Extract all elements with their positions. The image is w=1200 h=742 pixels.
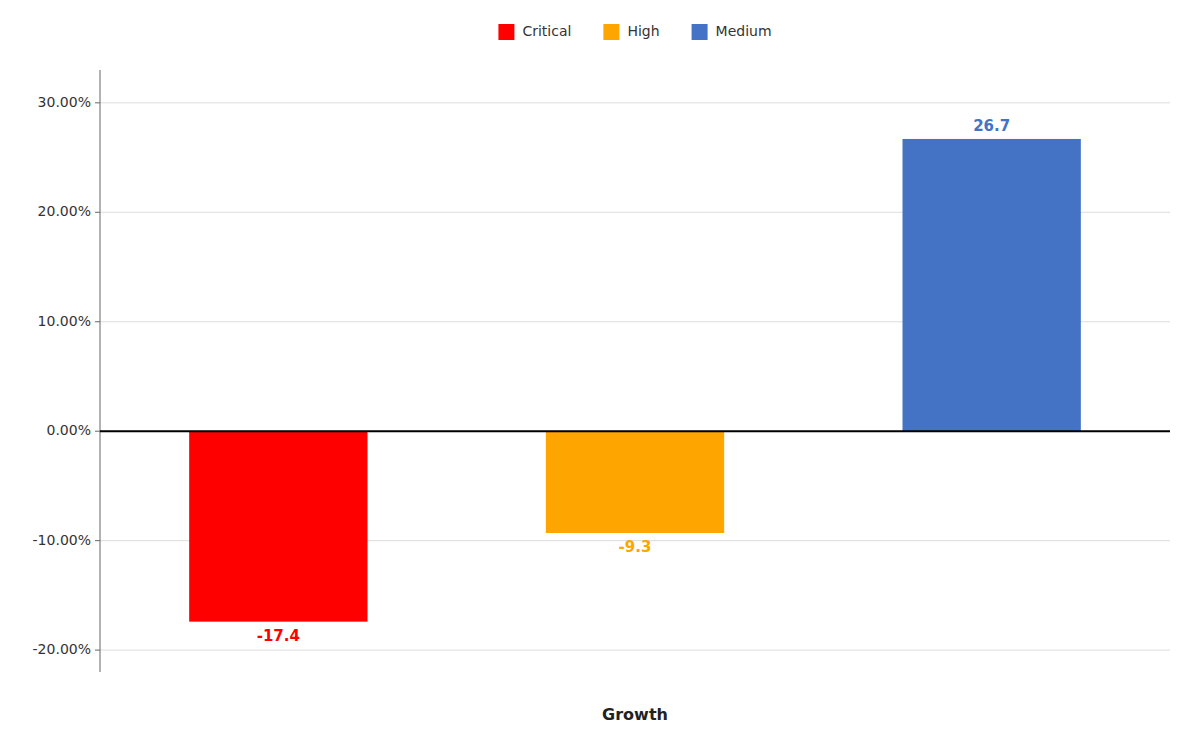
bar	[189, 431, 367, 621]
data-label: -9.3	[619, 538, 652, 556]
legend-item: Medium	[692, 23, 772, 40]
legend-swatch	[603, 24, 619, 40]
grid	[100, 103, 1170, 650]
legend-item: Critical	[498, 23, 571, 40]
legend-swatch	[498, 24, 514, 40]
tick-mark	[95, 431, 100, 432]
data-label: 26.7	[973, 117, 1010, 135]
legend-item: High	[603, 23, 659, 40]
tick-label: -20.00%	[33, 641, 91, 657]
y-axis-line	[100, 70, 101, 672]
data-labels: -17.4 -9.3 26.7	[257, 117, 1010, 645]
chart: -20.00% -10.00% 0.00% 10.00% 20.00% 30.00% -17…	[0, 0, 1200, 742]
x-axis-label: Growth	[602, 705, 668, 724]
tick-label: -10.00%	[33, 532, 91, 548]
tick-mark	[95, 212, 100, 213]
data-label: -17.4	[257, 627, 300, 645]
tick-label: 0.00%	[47, 422, 91, 438]
legend-label: Critical	[522, 23, 571, 39]
grid-line	[100, 102, 1170, 103]
grid-line	[100, 650, 1170, 651]
tick-mark	[95, 321, 100, 322]
tick-label: 20.00%	[38, 203, 91, 219]
legend-label: Medium	[716, 23, 772, 39]
tick-mark	[95, 102, 100, 103]
tick-label: 30.00%	[38, 94, 91, 110]
bars	[189, 139, 1081, 622]
legend: Critical High Medium	[498, 23, 771, 40]
legend-label: High	[627, 23, 659, 39]
grid-line	[100, 431, 1170, 432]
tick-mark	[95, 540, 100, 541]
tick-label: 10.00%	[38, 313, 91, 329]
tick-mark	[95, 650, 100, 651]
legend-swatch	[692, 24, 708, 40]
y-ticks: -20.00% -10.00% 0.00% 10.00% 20.00% 30.00%	[33, 94, 100, 657]
bar	[546, 431, 724, 533]
page: {"chart_data": {"type": "bar", "categori…	[0, 0, 1200, 742]
baseline	[100, 430, 1170, 432]
bar	[903, 139, 1081, 431]
